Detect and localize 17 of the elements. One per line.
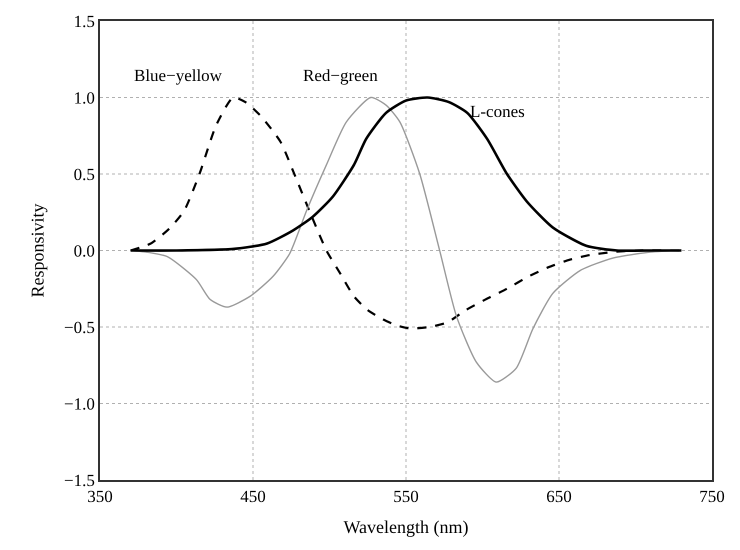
y-tick-label: −1.5 (64, 470, 95, 490)
x-tick-label: 650 (546, 487, 572, 506)
y-tick-label: −0.5 (64, 318, 95, 337)
y-tick-label: 1.0 (74, 88, 95, 108)
series-label: L-cones (470, 102, 525, 121)
y-tick-label: −1.0 (64, 394, 95, 414)
y-tick-label: 0.5 (74, 164, 95, 184)
x-axis-title: Wavelength (nm) (343, 516, 469, 537)
x-tick-label: 450 (240, 487, 266, 506)
series-label: Blue−yellow (134, 66, 223, 85)
y-tick-label: 1.5 (74, 12, 95, 31)
series-label: Red−green (303, 66, 378, 85)
x-tick-label: 550 (393, 487, 419, 506)
y-axis-title: Responsivity (28, 203, 48, 298)
y-tick-label: 0.0 (74, 241, 95, 260)
x-tick-label: 750 (699, 487, 725, 506)
x-tick-label: 350 (87, 487, 113, 506)
